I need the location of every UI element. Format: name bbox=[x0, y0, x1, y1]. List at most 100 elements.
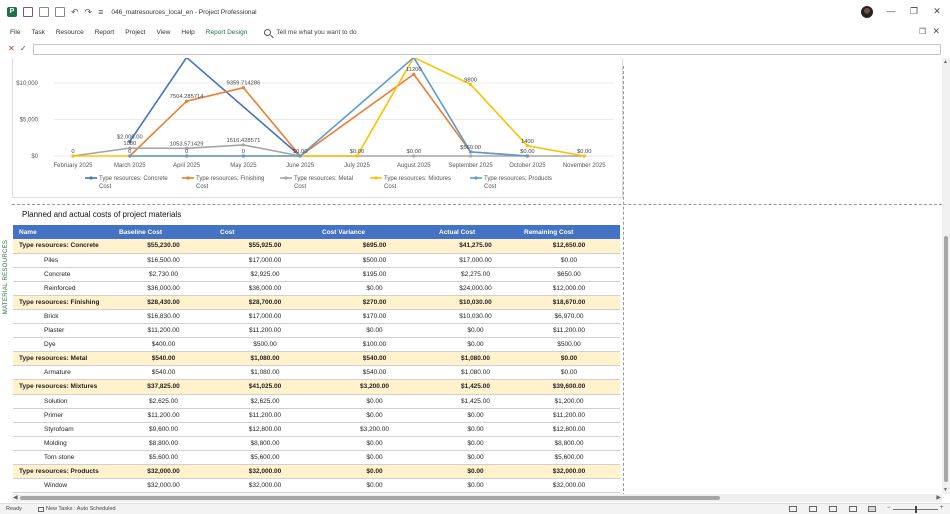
col-header-actual-cost: Actual Cost bbox=[433, 225, 518, 239]
tab-report-design[interactable]: Report Design bbox=[205, 28, 248, 36]
table-row[interactable]: Primer $11,200.00 $11,200.00 $0.00 $0.00 $11,… bbox=[13, 408, 620, 423]
table-row[interactable]: Piles $16,500.00 $17,000.00 $500.00 $17,000.… bbox=[13, 253, 620, 268]
cell-baseline-cost: $11,200.00 bbox=[113, 408, 214, 423]
cell-actual-cost: $0.00 bbox=[433, 408, 518, 423]
cell-cost: $32,000.00 bbox=[214, 464, 316, 480]
cell-cost: $32,000.00 bbox=[214, 478, 316, 494]
cell-name: Type resources: Metal bbox=[13, 351, 113, 367]
entry-field[interactable] bbox=[33, 44, 941, 55]
horizontal-scrollbar[interactable]: ◀ ▶ bbox=[12, 494, 942, 502]
legend-label-line2: Cost bbox=[384, 184, 397, 190]
redo-icon[interactable]: ↷ bbox=[84, 7, 93, 17]
save-icon[interactable] bbox=[23, 7, 33, 17]
table-row[interactable]: Concrete $2,730.00 $2,925.00 $195.00 $2,275.… bbox=[13, 267, 620, 282]
table-row[interactable]: Plaster $11,200.00 $11,200.00 $0.00 $0.00 $11… bbox=[13, 323, 620, 339]
horizontal-scroll-thumb[interactable] bbox=[20, 496, 720, 500]
tab-project[interactable]: Project bbox=[125, 28, 146, 36]
table-row[interactable]: Brick $16,830.00 $17,000.00 $170.00 $10,030.… bbox=[13, 309, 620, 325]
cell-remaining-cost: $0.00 bbox=[518, 351, 620, 367]
cell-baseline-cost: $540.00 bbox=[113, 365, 214, 381]
data-point bbox=[298, 154, 302, 158]
cell-actual-cost: $17,000.00 bbox=[433, 253, 518, 268]
restore-button[interactable]: ❐ bbox=[909, 6, 919, 16]
x-tick-label: March 2025 bbox=[114, 163, 146, 169]
tab-file[interactable]: File bbox=[10, 28, 21, 36]
cell-actual-cost: $41,275.00 bbox=[433, 239, 518, 254]
col-header-name: Name bbox=[13, 225, 113, 239]
minimize-button[interactable]: — bbox=[886, 6, 896, 16]
vertical-scrollbar[interactable]: ▲ ▼ bbox=[942, 58, 950, 494]
table-row[interactable]: Styrofoam $9,600.00 $12,800.00 $3,200.00 $0.… bbox=[13, 422, 620, 437]
close-button[interactable]: ✕ bbox=[933, 6, 941, 16]
zoom-out-icon[interactable]: − bbox=[887, 505, 891, 511]
data-label: 9359.714286 bbox=[226, 81, 260, 87]
scroll-down-icon[interactable]: ▼ bbox=[943, 487, 948, 493]
data-point bbox=[469, 154, 473, 158]
x-tick-label: October 2025 bbox=[509, 163, 546, 169]
col-header-cost-variance: Cost Variance bbox=[316, 225, 433, 239]
page-break-horizontal bbox=[12, 204, 942, 205]
tell-me-text: Tell me what you want to do bbox=[276, 28, 357, 36]
gantt-view-icon[interactable] bbox=[789, 506, 797, 512]
table-row[interactable]: Reinforced $36,000.00 $36,000.00 $0.00 $24,0… bbox=[13, 281, 620, 296]
group-row[interactable]: Type resources: Products $32,000.00 $32,00… bbox=[13, 464, 620, 480]
resource-sheet-view-icon[interactable] bbox=[849, 506, 857, 512]
scroll-right-icon[interactable]: ▶ bbox=[936, 495, 941, 501]
table-row[interactable]: Armature $540.00 $1,080.00 $540.00 $1,080.00… bbox=[13, 365, 620, 381]
legend-label: Type resources: Finishing bbox=[196, 176, 264, 182]
cost-line-chart[interactable]: $0 $5,000 $10,000 February 2025 March 2025 Ap… bbox=[12, 58, 623, 198]
cost-table[interactable]: Name Baseline Cost Cost Cost Variance Ac… bbox=[13, 225, 620, 494]
cell-cost: $8,800.00 bbox=[214, 436, 316, 451]
open-file-icon[interactable] bbox=[39, 7, 49, 17]
cell-cost: $5,600.00 bbox=[214, 450, 316, 466]
table-row[interactable]: Window $32,000.00 $32,000.00 $0.00 $0.00 $32,… bbox=[13, 478, 620, 494]
user-avatar[interactable] bbox=[861, 6, 873, 18]
table-row[interactable]: Dye $400.00 $500.00 $100.00 $0.00 $500.00 bbox=[13, 337, 620, 353]
table-row[interactable]: Solution $2,625.00 $2,625.00 $0.00 $1,425.00… bbox=[13, 394, 620, 409]
close-document-icon[interactable]: ✕ bbox=[932, 26, 940, 36]
data-label: 0 bbox=[128, 149, 131, 155]
undo-icon[interactable]: ↶ bbox=[71, 7, 79, 17]
tab-task[interactable]: Task bbox=[31, 28, 45, 36]
new-tasks-mode[interactable]: New Tasks : Auto Scheduled bbox=[38, 506, 116, 512]
x-tick-label: July 2025 bbox=[344, 163, 370, 169]
cell-cost-variance: $195.00 bbox=[316, 267, 433, 282]
table-row[interactable]: Molding $8,800.00 $8,800.00 $0.00 $0.00 $8,80… bbox=[13, 436, 620, 451]
scroll-left-icon[interactable]: ◀ bbox=[13, 495, 18, 501]
tab-report[interactable]: Report bbox=[94, 28, 115, 36]
report-view-icon[interactable] bbox=[868, 506, 876, 512]
cell-baseline-cost: $32,000.00 bbox=[113, 478, 214, 494]
tell-me-box[interactable]: Tell me what you want to do bbox=[264, 28, 357, 36]
group-row[interactable]: Type resources: Finishing $28,430.00 $28,7… bbox=[13, 295, 620, 310]
entry-bar: ✕ ✓ bbox=[0, 43, 950, 57]
group-row[interactable]: Type resources: Mixtures $37,825.00 $41,02… bbox=[13, 379, 620, 395]
cell-name: Type resources: Mixtures bbox=[13, 379, 113, 395]
tab-help[interactable]: Help bbox=[181, 28, 195, 36]
cancel-entry-icon[interactable]: ✕ bbox=[8, 44, 15, 53]
y-tick-label: $5,000 bbox=[20, 118, 39, 124]
data-label: 7504.285714 bbox=[170, 94, 205, 100]
task-usage-view-icon[interactable] bbox=[809, 506, 817, 512]
vertical-scroll-thumb[interactable] bbox=[944, 236, 948, 482]
confirm-entry-icon[interactable]: ✓ bbox=[20, 44, 27, 53]
series-line bbox=[73, 58, 585, 157]
cell-actual-cost: $0.00 bbox=[433, 337, 518, 353]
zoom-slider-thumb[interactable] bbox=[915, 506, 917, 513]
cell-name: Brick bbox=[13, 309, 113, 325]
cell-cost: $2,925.00 bbox=[214, 267, 316, 282]
data-point bbox=[412, 72, 416, 76]
tab-view[interactable]: View bbox=[156, 28, 171, 36]
print-preview-icon[interactable] bbox=[55, 7, 65, 17]
group-row[interactable]: Type resources: Metal $540.00 $1,080.00 $54… bbox=[13, 351, 620, 367]
report-table-title[interactable]: Planned and actual costs of project mate… bbox=[22, 210, 182, 219]
restore-ribbon-icon[interactable]: ❐ bbox=[918, 27, 926, 36]
scroll-up-icon[interactable]: ▲ bbox=[943, 59, 948, 65]
cell-cost: $500.00 bbox=[214, 337, 316, 353]
customize-toolbar-icon[interactable]: ≡ bbox=[98, 7, 104, 17]
group-row[interactable]: Type resources: Concrete $55,230.00 $55,92… bbox=[13, 239, 620, 254]
chart-frame[interactable] bbox=[12, 58, 623, 198]
table-row[interactable]: Torn stone $5,600.00 $5,600.00 $0.00 $0.00 $5… bbox=[13, 450, 620, 466]
zoom-in-icon[interactable]: + bbox=[940, 505, 944, 511]
tab-resource[interactable]: Resource bbox=[55, 28, 84, 36]
team-planner-view-icon[interactable] bbox=[829, 506, 837, 512]
